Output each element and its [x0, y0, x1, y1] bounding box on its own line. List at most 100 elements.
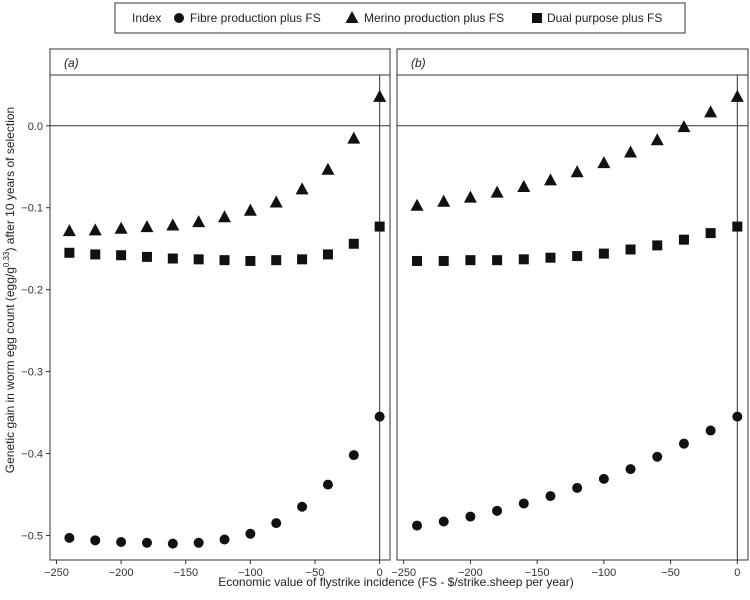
panel-b-label: (b): [411, 56, 426, 70]
legend-title: Index: [132, 11, 161, 25]
panel-b-point-square: [678, 234, 689, 245]
panel-a-x-tick-label: −150: [173, 567, 198, 579]
panel-a-point-triangle: [88, 223, 102, 236]
panel-b-point-square: [732, 221, 743, 232]
panel-a-point-square: [374, 221, 385, 232]
legend-entry-fibre: Fibre production plus FS: [174, 11, 321, 25]
panel-b-point-square: [625, 244, 636, 255]
panel-a-point-triangle: [243, 203, 257, 216]
panel-a-point-square: [322, 249, 333, 260]
panel-b-point-square: [545, 252, 556, 263]
panel-a-point-triangle: [166, 218, 180, 231]
panel-a-point-circle: [167, 538, 178, 549]
panel-a-y-tick-label: 0.0: [28, 121, 43, 133]
panel-b-point-square: [652, 240, 663, 251]
panel-a-point-triangle: [62, 224, 76, 237]
panel-a-point-triangle: [347, 131, 361, 144]
panel-b-point-triangle: [410, 198, 424, 211]
panel-a-point-triangle: [140, 220, 154, 233]
legend-label-merino: Merino production plus FS: [364, 11, 504, 25]
panel-a-point-square: [297, 254, 308, 265]
panel-a-series-square: [64, 221, 385, 266]
panel-a-point-square: [64, 247, 75, 258]
y-axis-title-superscript: 0.33: [2, 251, 11, 267]
legend-box: [114, 2, 686, 34]
panel-b-point-triangle: [624, 145, 638, 158]
panel-b-point-triangle: [490, 185, 504, 198]
panel-a-point-triangle: [192, 215, 206, 228]
panel-a-point-circle: [348, 450, 359, 461]
panel-b-point-circle: [465, 511, 476, 522]
panel-a-point-square: [167, 253, 178, 264]
panel-b-point-circle: [705, 425, 716, 436]
legend-marker-circle: [174, 13, 184, 23]
legend-marker-square: [532, 13, 542, 23]
panel-b-point-circle: [545, 491, 556, 502]
panel-a: (a) −250 −200 −150 −100 −50 0 0.0 −0.1 −0.2 −0.3 −0…: [21, 48, 391, 579]
panel-a-y-tick-label: −0.5: [21, 530, 43, 542]
panel-b-point-circle: [572, 482, 583, 493]
panel-b-point-circle: [625, 464, 636, 475]
panel-a-point-circle: [245, 528, 256, 539]
panel-b-point-triangle: [570, 165, 584, 178]
panel-a-point-circle: [193, 537, 204, 548]
panel-a-x-tick-label: −200: [109, 567, 134, 579]
panel-a-point-square: [116, 250, 127, 261]
panel-a-series-circle: [64, 411, 385, 549]
panel-b-point-circle: [732, 411, 743, 422]
panel-a-point-triangle: [269, 195, 283, 208]
y-axis-title: Genetic gain in worm egg count (egg/g0.3…: [2, 107, 17, 473]
panel-b-point-circle: [678, 438, 689, 449]
panel-a-point-square: [193, 254, 204, 265]
panel-b-point-triangle: [650, 133, 664, 146]
legend-marker-triangle: [345, 11, 359, 23]
panel-a-frame: [49, 74, 391, 561]
panel-a-x-tick-label: −250: [44, 567, 69, 579]
panel-a-x-tick-label: −100: [238, 567, 263, 579]
panel-a-y-tick-label: −0.4: [21, 448, 43, 460]
panel-b: (b) −250 −200 −150 −100 −50 0: [391, 48, 749, 579]
panel-a-point-triangle: [295, 182, 309, 195]
panel-a-point-square: [219, 255, 230, 266]
panel-b-x-tick-label: −100: [591, 567, 616, 579]
panel-b-series-square: [412, 221, 743, 266]
panel-a-x-tick-label: 0: [377, 567, 383, 579]
legend: Index Fibre production plus FS Merino pr…: [114, 2, 686, 34]
panel-a-y-tick-label: −0.3: [21, 367, 43, 379]
panel-b-point-square: [598, 248, 609, 259]
panel-b-point-square: [705, 228, 716, 239]
panel-b-point-square: [465, 255, 476, 266]
panel-a-x-tick-label: −50: [306, 567, 325, 579]
panel-b-point-triangle: [704, 105, 718, 118]
panel-b-strip: [396, 48, 749, 76]
panel-a-point-square: [348, 238, 359, 249]
panel-a-point-circle: [297, 501, 308, 512]
panel-b-point-square: [438, 255, 449, 266]
panel-b-x-tick-label: 0: [734, 567, 740, 579]
panel-a-point-square: [90, 249, 101, 260]
panel-b-point-triangle: [677, 120, 691, 133]
panel-b-point-circle: [598, 473, 609, 484]
panel-b-x-tick-label: −250: [391, 567, 416, 579]
y-axis-title-suffix: ) after 10 years of selection: [3, 107, 17, 252]
panel-a-point-circle: [90, 535, 101, 546]
legend-entry-merino: Merino production plus FS: [345, 11, 504, 25]
legend-label-fibre: Fibre production plus FS: [190, 11, 321, 25]
panel-a-point-circle: [322, 479, 333, 490]
panel-a-point-square: [141, 251, 152, 262]
panel-b-x-tick-label: −50: [661, 567, 680, 579]
panel-b-frame: [396, 74, 749, 561]
panel-a-point-triangle: [321, 162, 335, 175]
panel-b-point-triangle: [543, 173, 557, 186]
panel-a-point-triangle: [373, 89, 387, 102]
x-axis-title: Economic value of flystrike incidence (F…: [218, 575, 573, 589]
panel-b-point-circle: [412, 520, 423, 531]
panel-b-x-tick-label: −200: [458, 567, 483, 579]
panel-b-x-tick-label: −150: [525, 567, 550, 579]
panel-b-point-triangle: [437, 194, 451, 207]
panel-a-y-tick-label: −0.2: [21, 285, 43, 297]
panel-b-point-square: [572, 251, 583, 262]
panel-b-point-square: [412, 255, 423, 266]
legend-entry-dual: Dual purpose plus FS: [532, 11, 662, 25]
